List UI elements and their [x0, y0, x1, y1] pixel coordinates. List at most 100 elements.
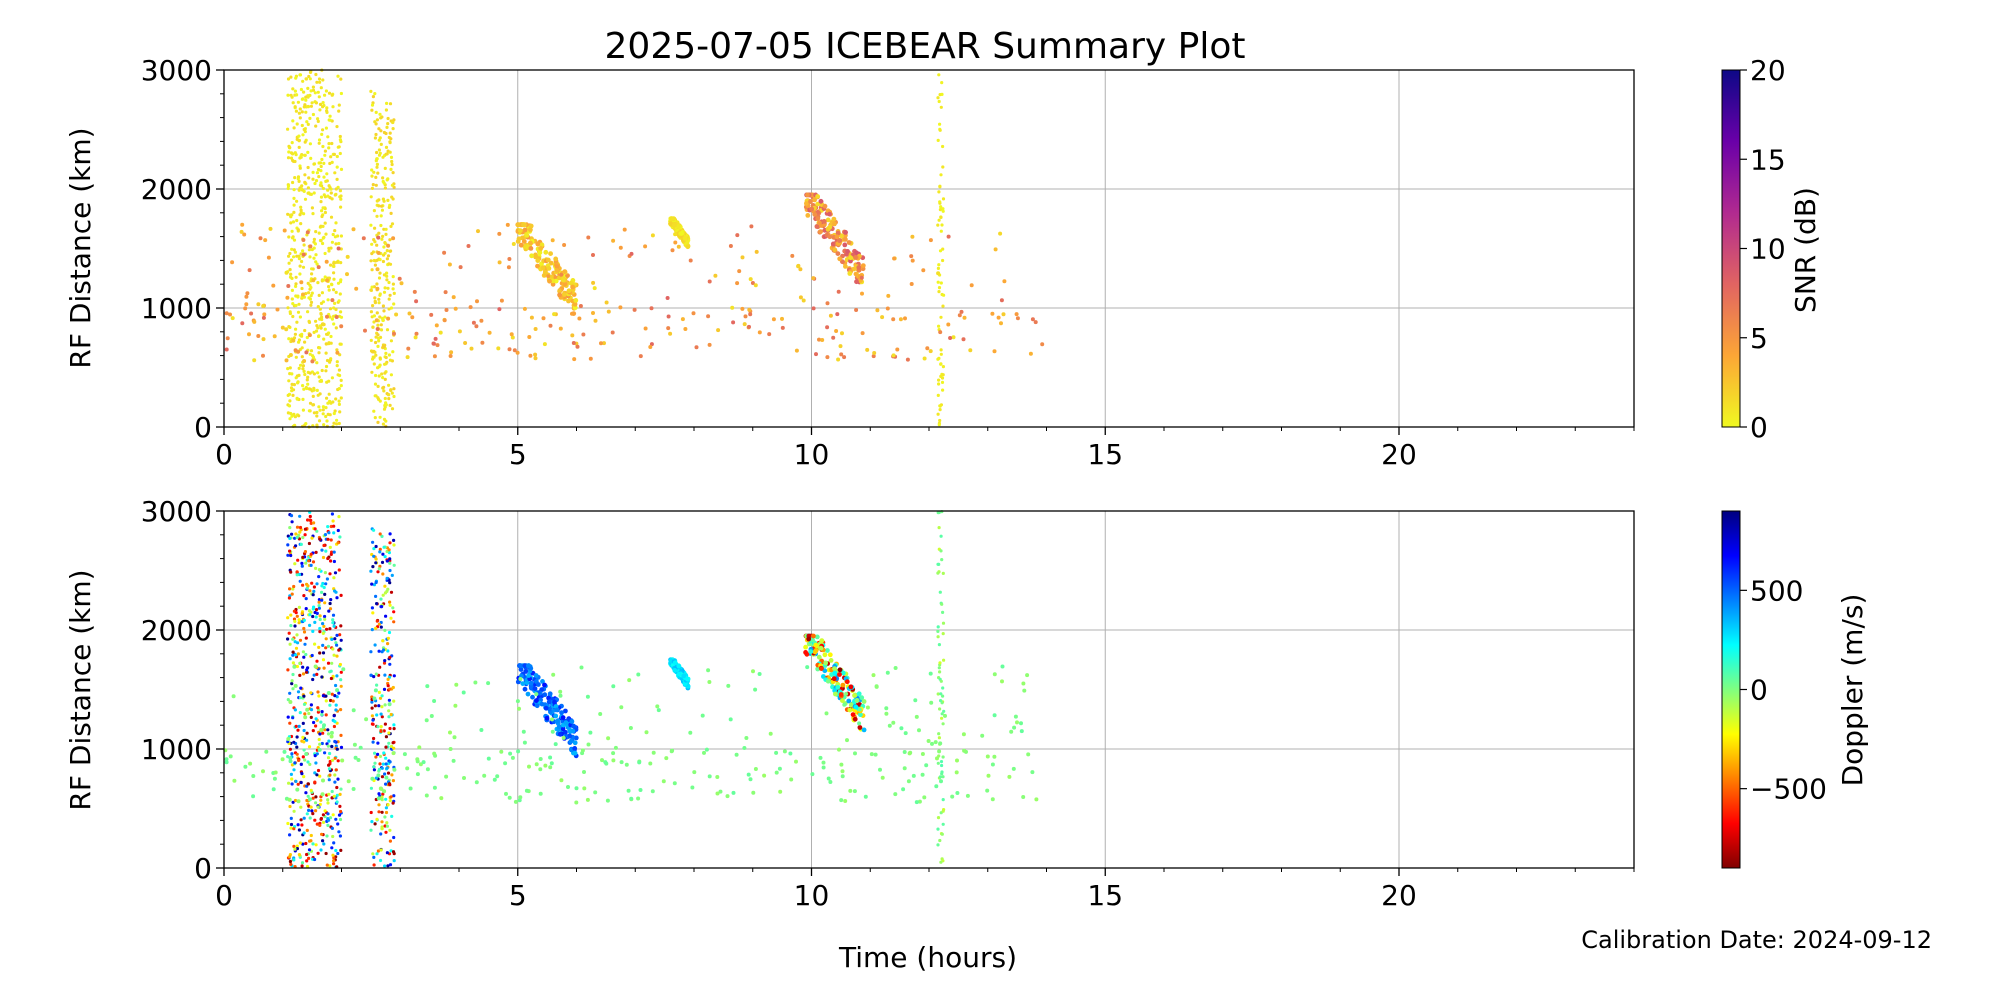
snr-data-point [303, 340, 307, 344]
snr-data-point [334, 242, 338, 246]
snr-colorbar-tick-label: 20 [1750, 54, 1786, 87]
snr-data-point [375, 311, 379, 315]
snr-data-point [292, 188, 296, 192]
snr-data-point [447, 262, 452, 267]
doppler-data-point [356, 758, 361, 762]
doppler-data-point [753, 687, 758, 692]
snr-data-point [335, 360, 339, 364]
snr-data-point [905, 357, 910, 362]
snr-data-point [298, 116, 302, 120]
doppler-data-point [611, 758, 616, 763]
snr-data-point [468, 305, 473, 310]
doppler-data-point [375, 619, 379, 623]
doppler-data-point [388, 863, 393, 867]
snr-data-point [533, 352, 538, 357]
doppler-data-point [1022, 688, 1027, 693]
snr-data-point [321, 408, 325, 412]
snr-data-point [381, 344, 386, 349]
snr-data-point [378, 293, 382, 297]
snr-data-point [294, 327, 298, 331]
doppler-data-point [938, 838, 942, 843]
snr-data-point [385, 249, 389, 253]
doppler-data-point [332, 576, 336, 580]
doppler-data-point [302, 816, 306, 820]
snr-data-point [302, 369, 306, 373]
snr-data-point [474, 324, 479, 329]
doppler-data-point [327, 609, 331, 613]
snr-data-point [324, 179, 328, 183]
doppler-data-point [336, 822, 340, 826]
snr-data-point [432, 354, 437, 359]
doppler-data-point [335, 793, 339, 798]
snr-data-point [335, 154, 339, 159]
snr-data-point [747, 324, 751, 329]
doppler-data-point [309, 563, 313, 568]
snr-data-point [384, 145, 389, 149]
doppler-data-point [387, 702, 392, 707]
snr-data-point [292, 210, 296, 214]
doppler-data-point [611, 751, 616, 756]
snr-data-point [391, 127, 395, 131]
doppler-data-point [286, 543, 290, 547]
snr-data-point [299, 363, 303, 367]
doppler-data-point [517, 706, 521, 711]
doppler-colorbar-tick-label: 0 [1750, 674, 1768, 707]
snr-data-point [872, 351, 877, 355]
doppler-data-point [941, 809, 945, 813]
snr-data-point [332, 271, 336, 275]
snr-data-point [240, 321, 245, 326]
snr-data-point [282, 228, 287, 233]
snr-data-point [671, 223, 677, 228]
doppler-data-point [382, 751, 386, 755]
doppler-data-point [310, 581, 314, 585]
doppler-data-point [319, 816, 323, 821]
snr-data-point [338, 134, 342, 139]
doppler-data-point [328, 751, 332, 756]
doppler-data-point [377, 690, 381, 695]
doppler-data-point [842, 702, 847, 707]
doppler-data-point [370, 820, 374, 824]
doppler-data-point [308, 589, 312, 593]
doppler-data-point [690, 785, 695, 790]
snr-data-point [294, 284, 298, 288]
snr-data-point [386, 122, 390, 126]
snr-data-point [846, 240, 852, 245]
snr-data-point [324, 259, 329, 264]
doppler-data-point [302, 694, 306, 698]
snr-data-point [557, 288, 562, 294]
snr-data-point [811, 276, 816, 281]
snr-data-point [843, 237, 848, 242]
snr-data-point [290, 288, 294, 292]
doppler-data-point [303, 712, 307, 716]
snr-data-point [328, 196, 332, 200]
snr-data-point [390, 195, 394, 199]
doppler-data-point [294, 779, 298, 784]
doppler-x-tick-label: 15 [1087, 879, 1123, 912]
snr-data-point [224, 311, 229, 316]
snr-data-point [814, 352, 818, 357]
snr-data-point [384, 355, 388, 360]
snr-data-point [940, 380, 945, 384]
doppler-data-point [369, 569, 373, 573]
doppler-data-point [688, 730, 693, 735]
doppler-data-point [388, 828, 392, 832]
snr-data-point [939, 348, 943, 352]
snr-data-point [293, 176, 297, 180]
snr-data-point [388, 140, 392, 144]
snr-data-point [318, 307, 322, 311]
doppler-data-point [865, 705, 870, 710]
snr-data-point [941, 197, 946, 201]
doppler-data-point [388, 655, 392, 660]
snr-data-point [570, 333, 575, 338]
snr-data-point [333, 409, 337, 413]
snr-data-point [327, 91, 332, 95]
doppler-data-point [700, 713, 705, 718]
doppler-data-point [985, 754, 990, 759]
snr-data-point [286, 212, 290, 216]
snr-data-point [521, 239, 527, 244]
snr-data-point [370, 186, 374, 190]
snr-data-point [521, 222, 526, 228]
doppler-data-point [319, 728, 324, 732]
snr-data-point [329, 215, 334, 219]
doppler-data-point [374, 561, 378, 565]
